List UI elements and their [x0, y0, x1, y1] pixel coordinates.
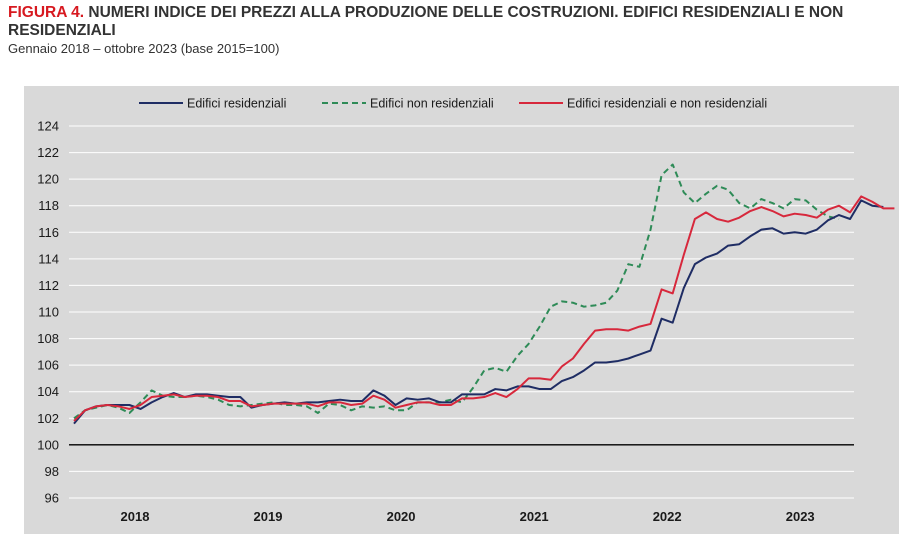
y-tick-label: 98: [45, 464, 59, 479]
y-tick-label: 112: [38, 278, 59, 293]
chart-panel: 124 122 120 118 116 114 112 110 108 106 104 102 100 9…: [24, 86, 899, 534]
x-tick-label: 2020: [387, 509, 416, 524]
x-axis-ticks: 2018 2019 2020 2021 2022 2023: [121, 509, 815, 524]
y-tick-label: 106: [37, 358, 59, 373]
series-residenziali-line: [73, 199, 884, 425]
legend: Edifici residenziali Edifici non residenz…: [139, 97, 767, 111]
y-tick-label: 118: [38, 198, 59, 213]
y-tick-label: 104: [37, 384, 59, 399]
chart-header: FIGURA 4. NUMERI INDICE DEI PREZZI ALLA …: [8, 4, 903, 56]
figure-label: FIGURA 4.: [8, 4, 85, 21]
y-tick-label: 114: [38, 251, 59, 266]
y-tick-label: 108: [37, 331, 59, 346]
y-tick-label: 110: [38, 305, 59, 320]
y-tick-label: 96: [45, 491, 59, 506]
series-totale-line: [73, 195, 895, 422]
series-totale-legend-label: Edifici residenziali e non residenziali: [567, 97, 767, 111]
series-residenziali-legend-label: Edifici residenziali: [187, 97, 286, 111]
series-non-residenziali-line: [73, 163, 840, 420]
y-tick-label: 120: [37, 172, 59, 187]
x-tick-label: 2019: [254, 509, 283, 524]
figure-title: NUMERI INDICE DEI PREZZI ALLA PRODUZIONE…: [8, 4, 844, 39]
series-non-residenziali-legend-label: Edifici non residenziali: [370, 97, 494, 111]
x-tick-label: 2021: [520, 509, 549, 524]
x-tick-label: 2023: [786, 509, 815, 524]
chart-subtitle: Gennaio 2018 – ottobre 2023 (base 2015=1…: [8, 41, 280, 56]
x-tick-label: 2022: [653, 509, 682, 524]
y-tick-label: 122: [37, 145, 59, 160]
y-axis-ticks: 124 122 120 118 116 114 112 110 108 106 104 102 100 9…: [37, 119, 59, 506]
y-tick-label: 124: [37, 119, 59, 134]
y-tick-label: 116: [38, 225, 59, 240]
chart-title: FIGURA 4. NUMERI INDICE DEI PREZZI ALLA …: [8, 4, 903, 40]
grid-lines: [69, 125, 854, 499]
line-chart: 124 122 120 118 116 114 112 110 108 106 104 102 100 9…: [37, 97, 895, 524]
x-tick-label: 2018: [121, 509, 150, 524]
y-tick-label: 100: [37, 437, 59, 452]
y-tick-label: 102: [37, 411, 59, 426]
series-lines: [73, 163, 895, 425]
